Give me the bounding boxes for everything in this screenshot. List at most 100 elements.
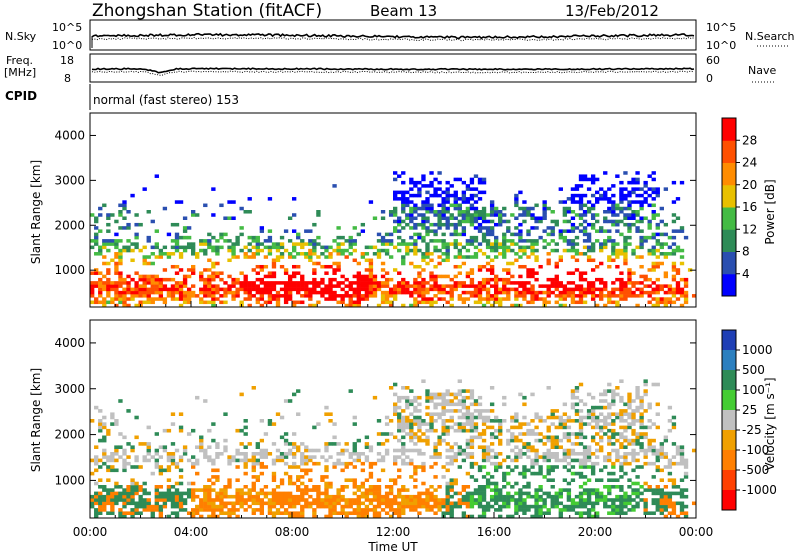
heatmap-cell xyxy=(639,399,644,403)
heatmap-cell xyxy=(590,514,596,519)
heatmap-cell xyxy=(611,184,616,188)
heatmap-cell xyxy=(546,386,551,390)
heatmap-cell xyxy=(489,419,495,423)
heatmap-cell xyxy=(207,455,212,459)
heatmap-cell xyxy=(433,187,438,191)
heatmap-cell xyxy=(356,455,361,459)
heatmap-cell xyxy=(154,448,159,453)
x-tick-label: 20:00 xyxy=(578,525,613,539)
heatmap-cell xyxy=(477,229,483,233)
heatmap-cell xyxy=(639,264,644,269)
heatmap-cell xyxy=(522,297,527,301)
heatmap-cell xyxy=(174,264,180,269)
heatmap-cell xyxy=(275,501,281,506)
heatmap-cell xyxy=(461,425,467,430)
heatmap-cell xyxy=(360,481,366,486)
heatmap-cell xyxy=(481,452,487,456)
heatmap-cell xyxy=(554,242,559,246)
heatmap-cell xyxy=(259,290,265,295)
heatmap-cell xyxy=(207,277,212,282)
heatmap-cell xyxy=(130,494,135,499)
heatmap-cell xyxy=(586,206,592,211)
heatmap-cell xyxy=(114,284,119,288)
heatmap-cell xyxy=(595,190,600,195)
heatmap-cell xyxy=(239,491,244,496)
heatmap-cell xyxy=(106,428,111,433)
heatmap-cell xyxy=(473,290,479,295)
heatmap-cell xyxy=(611,402,616,407)
heatmap-cell xyxy=(461,485,467,489)
heatmap-cell xyxy=(380,235,386,240)
heatmap-cell xyxy=(397,197,402,201)
heatmap-cell xyxy=(296,252,301,256)
heatmap-cell xyxy=(542,455,547,459)
heatmap-cell xyxy=(94,226,99,230)
heatmap-cell xyxy=(102,488,107,492)
heatmap-cell xyxy=(405,200,410,204)
heatmap-cell xyxy=(409,475,414,479)
heatmap-cell xyxy=(627,438,632,443)
heatmap-cell xyxy=(251,508,256,512)
heatmap-cell xyxy=(170,504,176,509)
heatmap-cell xyxy=(441,511,446,515)
heatmap-cell xyxy=(667,252,673,256)
heatmap-cell xyxy=(457,422,462,426)
heatmap-cell xyxy=(489,271,495,275)
heatmap-cell xyxy=(364,281,370,285)
heatmap-cell xyxy=(178,255,184,259)
heatmap-cell xyxy=(170,290,176,295)
heatmap-cell xyxy=(186,481,192,486)
heatmap-cell xyxy=(227,481,232,486)
heatmap-cell xyxy=(368,290,374,295)
heatmap-cell xyxy=(445,392,450,397)
heatmap-cell xyxy=(263,290,269,295)
heatmap-cell xyxy=(166,252,172,256)
heatmap-cell xyxy=(586,409,592,413)
heatmap-cell xyxy=(296,448,301,453)
heatmap-cell xyxy=(292,245,297,250)
heatmap-cell xyxy=(162,268,168,272)
heatmap-cell xyxy=(445,442,450,446)
heatmap-cell xyxy=(401,258,406,263)
heatmap-cell xyxy=(393,197,398,201)
heatmap-cell xyxy=(546,465,551,469)
heatmap-cell xyxy=(271,461,277,466)
heatmap-cell xyxy=(231,277,236,282)
heatmap-cell xyxy=(207,242,212,246)
heatmap-cell xyxy=(554,264,559,269)
heatmap-cell xyxy=(429,287,434,292)
heatmap-cell xyxy=(659,448,664,453)
heatmap-cell xyxy=(586,501,592,506)
heatmap-cell xyxy=(611,511,616,515)
heatmap-cell xyxy=(126,501,131,506)
heatmap-cell xyxy=(328,252,333,256)
heatmap-cell xyxy=(494,485,499,489)
heatmap-cell xyxy=(425,392,430,397)
heatmap-cell xyxy=(647,425,652,430)
heatmap-cell xyxy=(506,229,511,233)
heatmap-cell xyxy=(506,442,511,446)
heatmap-cell xyxy=(534,504,539,509)
heatmap-cell xyxy=(174,498,180,502)
heatmap-cell xyxy=(611,508,616,512)
heatmap-cell xyxy=(445,284,450,288)
heatmap-cell xyxy=(247,297,252,301)
heatmap-cell xyxy=(243,419,248,423)
heatmap-cell xyxy=(312,268,317,272)
heatmap-cell xyxy=(90,300,95,305)
heatmap-cell xyxy=(405,245,410,250)
heatmap-cell xyxy=(287,475,293,479)
heatmap-cell xyxy=(324,488,329,492)
heatmap-cell xyxy=(518,471,523,476)
heatmap-cell xyxy=(348,245,353,250)
heatmap-cell xyxy=(397,229,402,233)
heatmap-cell xyxy=(90,494,95,499)
heatmap-cell xyxy=(534,255,539,259)
heatmap-cell xyxy=(279,455,285,459)
heatmap-cell xyxy=(376,494,382,499)
heatmap-cell xyxy=(223,485,228,489)
heatmap-cell xyxy=(304,255,309,259)
heatmap-cell xyxy=(376,458,382,463)
heatmap-cell xyxy=(437,290,442,295)
heatmap-cell xyxy=(300,300,305,305)
